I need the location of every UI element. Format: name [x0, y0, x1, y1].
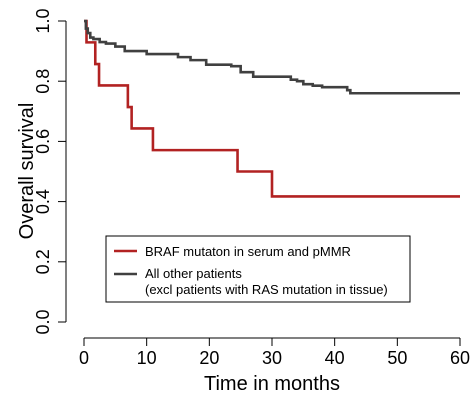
y-tick-label: 0.6	[33, 129, 53, 154]
y-tick-label: 1.0	[33, 8, 53, 33]
legend: BRAF mutaton in serum and pMMR All other…	[105, 235, 411, 303]
legend-label-line: All other patients	[145, 266, 242, 281]
legend-label-line: (excl patients with RAS mutation in tiss…	[145, 282, 388, 297]
y-tick-label: 0.8	[33, 69, 53, 94]
x-tick-label: 30	[262, 348, 282, 368]
y-tick-label: 0.2	[33, 249, 53, 274]
series-layer	[84, 19, 460, 198]
series-line-other	[84, 19, 460, 95]
legend-label-braf: BRAF mutaton in serum and pMMR	[145, 244, 351, 259]
x-tick-label: 20	[199, 348, 219, 368]
x-tick-label: 60	[450, 348, 470, 368]
legend-box	[105, 235, 411, 303]
series-line-braf	[84, 19, 460, 198]
x-tick-label: 0	[79, 348, 89, 368]
x-tick-label: 50	[387, 348, 407, 368]
x-axis-title: Time in months	[204, 373, 340, 395]
x-ticks: 0 10 20 30 40 50 60	[79, 338, 470, 368]
x-tick-label: 40	[325, 348, 345, 368]
y-tick-label: 0.4	[33, 189, 53, 214]
y-tick-label: 0.0	[33, 309, 53, 334]
y-axis-title: Overall survival	[16, 103, 38, 240]
y-ticks: 0.0 0.2 0.4 0.6 0.8 1.0	[33, 8, 66, 335]
x-tick-label: 10	[137, 348, 157, 368]
legend-label-other: All other patients (excl patients with RA…	[145, 266, 388, 297]
